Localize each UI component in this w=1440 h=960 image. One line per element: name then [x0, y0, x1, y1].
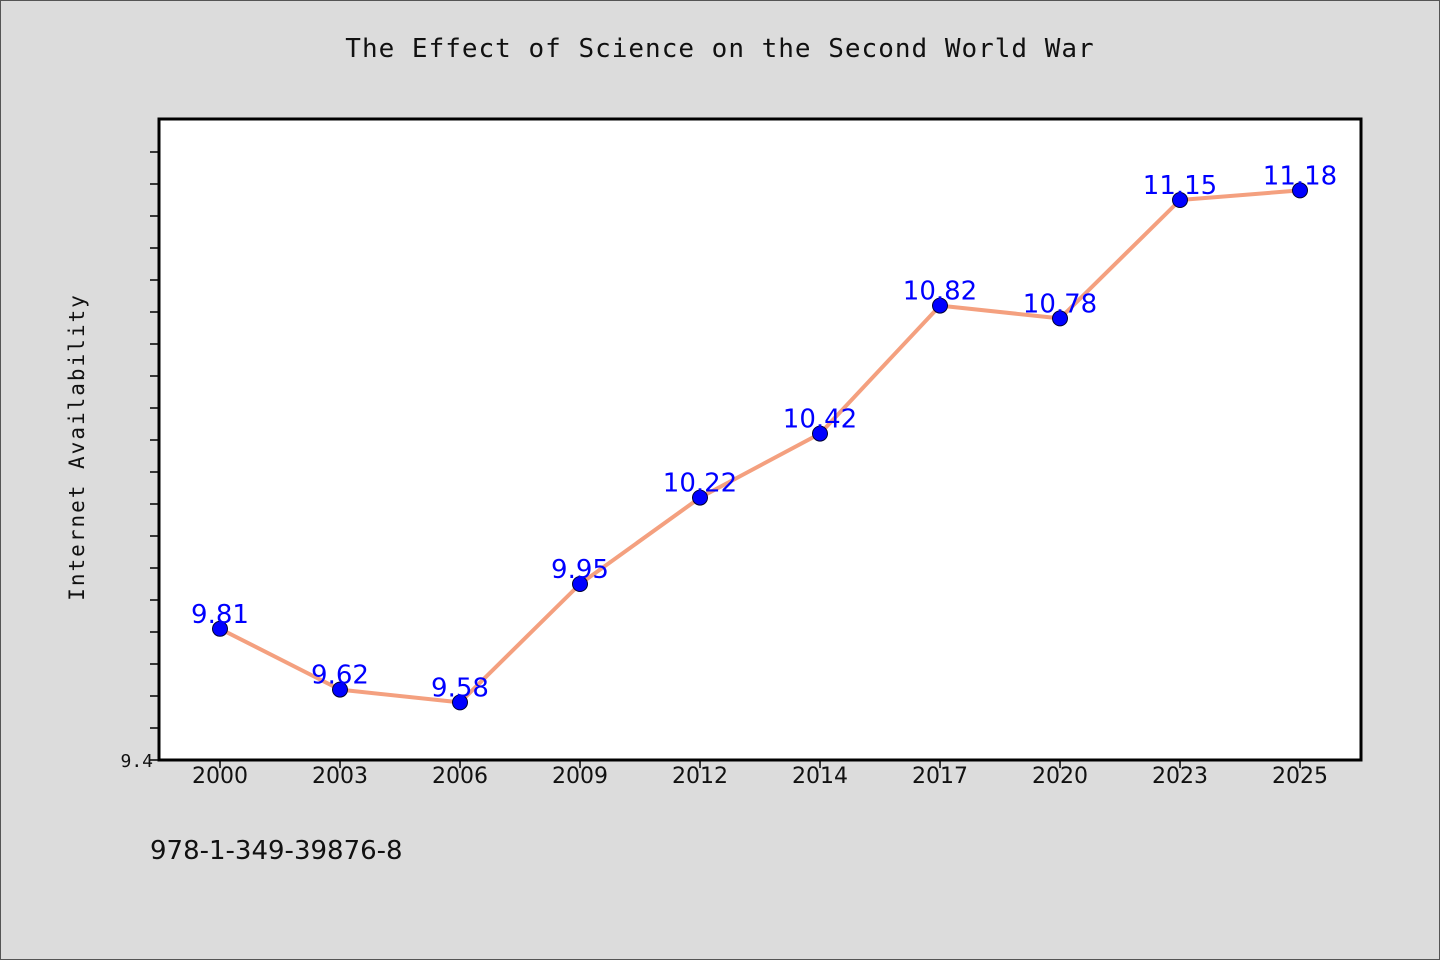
- data-point: [932, 297, 948, 314]
- x-tick-label: 2020: [1032, 764, 1088, 789]
- x-tick-label: 2006: [432, 764, 488, 789]
- data-label: 9.95: [551, 555, 609, 585]
- x-tick-label: 2009: [552, 764, 608, 789]
- data-label: 9.81: [191, 600, 249, 630]
- chart-title: The Effect of Science on the Second Worl…: [345, 34, 1095, 64]
- data-point: [1172, 192, 1188, 208]
- x-tick-label: 2012: [672, 764, 728, 789]
- data-point: [812, 425, 828, 442]
- y-axis-ticks: 9.4: [120, 151, 159, 772]
- data-labels: 9.81 9.62 9.58 9.95 10.22 10.42 10.82 10.78 11.1…: [191, 161, 1337, 703]
- data-label: 10.82: [903, 277, 977, 307]
- series-line: [219, 188, 1301, 705]
- data-label: 9.62: [311, 661, 369, 691]
- data-label: 10.42: [783, 405, 857, 435]
- data-label: 11.18: [1263, 161, 1337, 191]
- y-tick-label: 9.4: [120, 751, 153, 772]
- data-label: 9.58: [431, 673, 489, 703]
- data-point: [1052, 310, 1068, 327]
- plot-area: [157, 117, 1363, 762]
- x-tick-label: 2017: [912, 764, 968, 789]
- x-tick-label: 2000: [192, 764, 248, 789]
- x-tick-label: 2003: [312, 764, 368, 789]
- data-label: 10.78: [1023, 289, 1097, 319]
- data-point: [212, 620, 228, 637]
- data-point: [332, 681, 348, 698]
- isbn-footnote: 978-1-349-39876-8: [150, 836, 403, 866]
- x-axis-ticks: 2000 2003 2006 2009 2012 2014 2017 2020 2023 2025: [192, 760, 1328, 789]
- data-point: [1292, 182, 1308, 199]
- data-label: 10.22: [663, 469, 737, 499]
- x-tick-label: 2023: [1152, 764, 1208, 789]
- series-markers: [212, 182, 1308, 711]
- data-point: [692, 489, 708, 506]
- data-point: [572, 576, 588, 592]
- x-tick-label: 2025: [1272, 764, 1328, 789]
- data-point: [452, 694, 468, 711]
- x-tick-label: 2014: [792, 764, 848, 789]
- data-label: 11.15: [1143, 171, 1217, 201]
